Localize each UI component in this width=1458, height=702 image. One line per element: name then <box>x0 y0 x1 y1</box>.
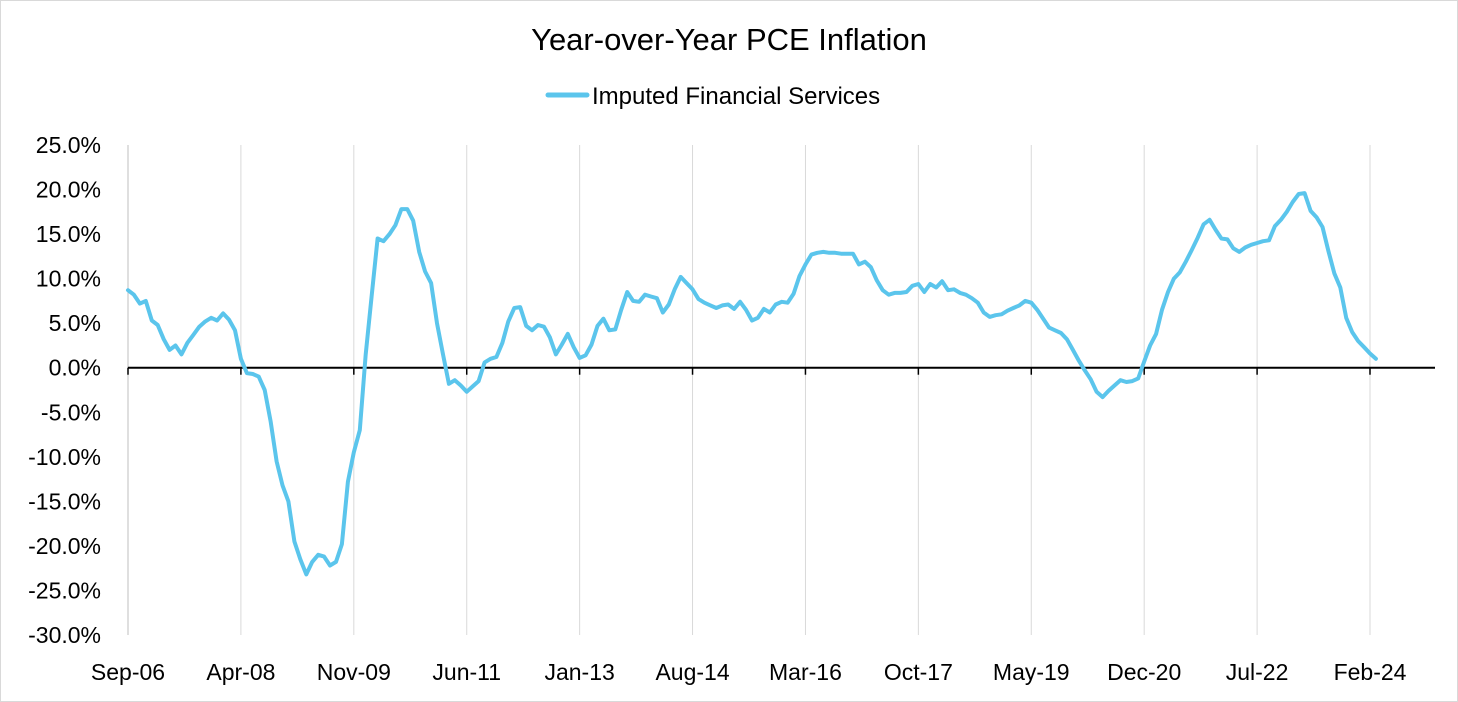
y-tick-label: -20.0% <box>28 533 101 559</box>
y-tick-label: 15.0% <box>36 221 101 247</box>
x-axis-ticks: Sep-06 Apr-08 Nov-09 Jun-11 Jan-13 Aug-14 Mar-… <box>91 367 1407 685</box>
vertical-gridlines <box>240 145 1371 635</box>
y-tick-label: 0.0% <box>49 355 101 381</box>
x-tick-label: Dec-20 <box>1107 659 1181 685</box>
x-tick-label: Apr-08 <box>206 659 275 685</box>
legend-label: Imputed Financial Services <box>592 83 880 110</box>
y-tick-label: 10.0% <box>36 266 101 292</box>
x-tick-label: Jun-11 <box>432 659 501 685</box>
x-tick-label: Mar-16 <box>769 659 842 685</box>
legend: Imputed Financial Services <box>545 83 880 110</box>
y-tick-label: 20.0% <box>36 177 101 203</box>
x-tick-label: Nov-09 <box>317 659 391 685</box>
x-tick-label: Sep-06 <box>91 659 165 685</box>
y-tick-label: -25.0% <box>28 577 101 603</box>
x-tick-label: Oct-17 <box>884 659 953 685</box>
chart-title: Year-over-Year PCE Inflation <box>531 22 927 57</box>
x-tick-label: Jan-13 <box>544 659 614 685</box>
y-tick-label: -10.0% <box>28 444 101 470</box>
x-tick-label: Jul-22 <box>1226 659 1289 685</box>
y-tick-label: -5.0% <box>41 399 101 425</box>
x-tick-label: Aug-14 <box>655 659 729 685</box>
y-tick-label: 5.0% <box>49 310 101 336</box>
x-tick-label: Feb-24 <box>1334 659 1407 685</box>
plot-area <box>126 191 1378 577</box>
y-tick-label: 25.0% <box>36 132 101 158</box>
y-tick-label: -30.0% <box>28 622 101 648</box>
series-line-imputed-financial-services <box>126 191 1378 577</box>
y-axis-ticks: 25.0% 20.0% 15.0% 10.0% 5.0% 0.0% -5.0% -10.0% -… <box>28 132 101 648</box>
y-tick-label: -15.0% <box>28 488 101 514</box>
x-tick-label: May-19 <box>993 659 1070 685</box>
